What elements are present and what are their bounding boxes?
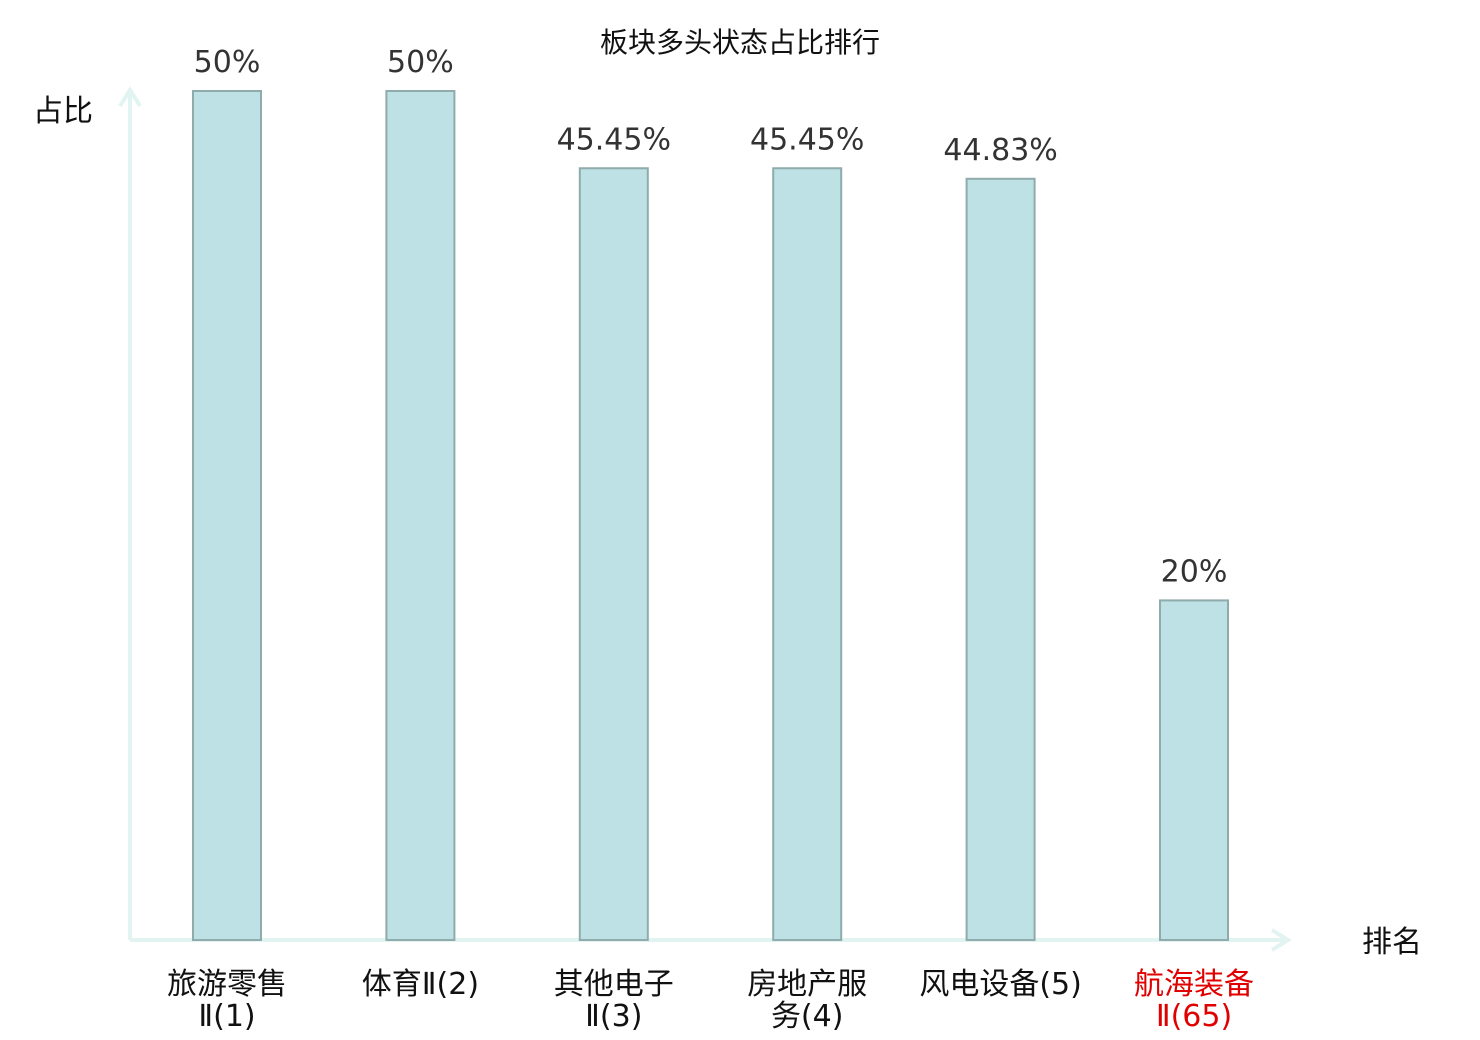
value-label: 50% [387,45,454,80]
category-label: 风电设备(5) [919,967,1082,1002]
value-label: 45.45% [750,122,864,157]
bar [385,90,456,941]
category-label-line: 风电设备(5) [919,967,1082,1002]
bar [772,167,843,942]
category-label: 体育Ⅱ(2) [362,967,479,1002]
category-label-line: 航海装备 [1134,967,1254,1002]
category-label: 航海装备 Ⅱ(65) [1134,967,1254,1034]
category-label: 旅游零售 Ⅱ(1) [167,967,287,1034]
category-label-line: Ⅱ(1) [198,999,255,1034]
bar [965,177,1036,941]
value-label: 45.45% [557,122,671,157]
y-axis-arrow [118,86,142,108]
category-label-line: 房地产服 [747,967,867,1002]
bar [578,167,649,942]
category-label-line: Ⅱ(65) [1156,999,1232,1034]
category-label-line: 旅游零售 [167,967,287,1002]
value-label: 20% [1161,554,1228,589]
category-label: 其他电子 Ⅱ(3) [554,967,674,1034]
category-labels: 旅游零售 Ⅱ(1) 体育Ⅱ(2) 其他电子 Ⅱ(3) 房地产服务(4) 风电设备(5) 航海装… [167,967,1254,1034]
y-axis-label: 占比 [33,94,93,129]
bars [192,90,1229,942]
category-label-line: 务(4) [771,999,844,1034]
category-label: 房地产服务(4) [747,967,867,1034]
chart-title: 板块多头状态占比排行 [600,26,880,59]
category-label-line: Ⅱ(3) [585,999,642,1034]
value-label: 44.83% [943,133,1057,168]
bar [1159,599,1229,942]
axes [118,86,1292,952]
category-label-line: 其他电子 [554,967,674,1002]
value-labels: 50% 50% 45.45% 45.45% 44.83% 20% [194,45,1228,589]
bar [192,90,262,941]
value-label: 50% [194,45,261,80]
x-axis-label: 排名 [1362,925,1422,960]
x-axis-arrow [1270,928,1292,952]
category-label-line: 体育Ⅱ(2) [362,967,479,1002]
